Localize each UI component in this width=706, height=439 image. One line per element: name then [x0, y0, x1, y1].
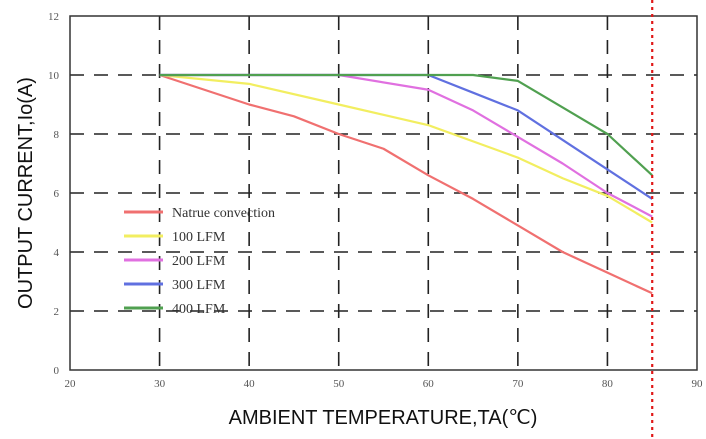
- series-line: [159, 73, 653, 200]
- legend-label: 400 LFM: [172, 302, 226, 317]
- y-tick-label: 12: [48, 11, 59, 23]
- x-tick-label: 50: [333, 378, 345, 390]
- y-tick-label: 8: [54, 129, 60, 141]
- x-tick-label: 60: [423, 378, 435, 390]
- y-tick-label: 10: [48, 70, 60, 82]
- series-line: [159, 73, 653, 177]
- series-line: [159, 73, 653, 224]
- legend-label: 100 LFM: [172, 230, 226, 245]
- x-tick-label: 20: [65, 378, 77, 390]
- legend: Natrue convection 100 LFM 200 LFM 300 LFM 40…: [124, 206, 275, 317]
- series-line: [159, 73, 653, 295]
- x-tick-label: 40: [244, 378, 256, 390]
- y-tick-label: 6: [54, 188, 60, 200]
- x-axis-title: AMBIENT TEMPERATURE,TA(℃): [229, 407, 538, 429]
- tick-labels: 20 30 40 50 60 70 80 90 0 2 4 6 8 10 12: [48, 11, 703, 390]
- x-tick-label: 70: [512, 378, 524, 390]
- legend-label: 200 LFM: [172, 254, 226, 269]
- x-tick-label: 90: [692, 378, 704, 390]
- x-tick-label: 80: [602, 378, 614, 390]
- series-line: [159, 73, 653, 218]
- y-axis-title: OUTPUT CURRENT,Io(A): [15, 77, 37, 309]
- y-tick-label: 2: [54, 306, 60, 318]
- legend-label: Natrue convection: [172, 206, 275, 221]
- y-tick-label: 0: [54, 365, 60, 377]
- plot-frame: [69, 15, 698, 371]
- legend-label: 300 LFM: [172, 278, 226, 293]
- x-tick-label: 30: [154, 378, 166, 390]
- series-lines: [159, 73, 653, 295]
- y-tick-label: 4: [54, 247, 60, 259]
